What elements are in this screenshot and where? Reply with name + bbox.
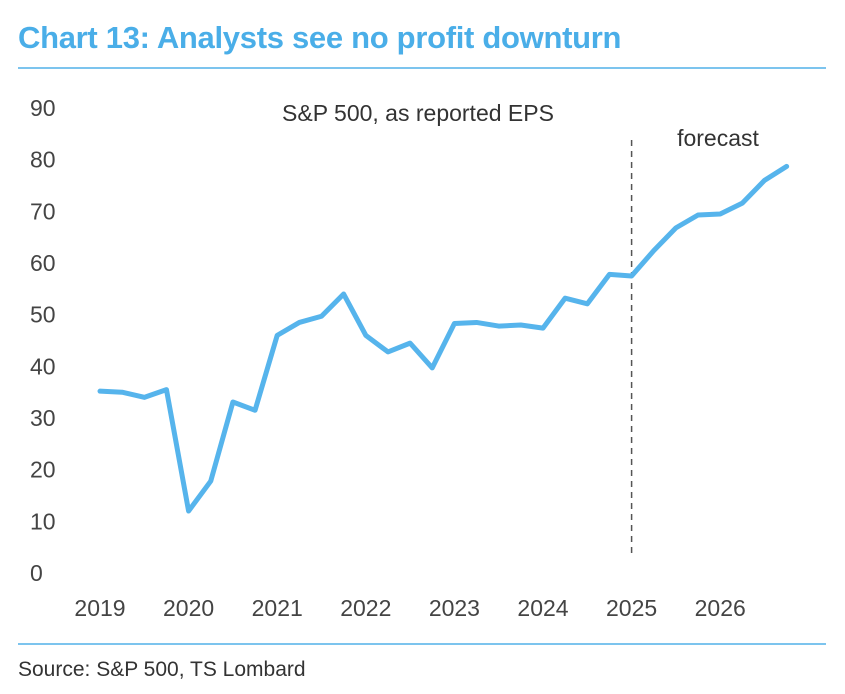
title-rule bbox=[18, 67, 826, 69]
y-tick-label: 80 bbox=[30, 147, 56, 173]
x-tick-label: 2026 bbox=[695, 595, 746, 621]
y-tick-label: 60 bbox=[30, 250, 56, 276]
chart-subtitle: S&P 500, as reported EPS bbox=[282, 100, 554, 126]
y-tick-label: 40 bbox=[30, 353, 56, 379]
y-tick-label: 30 bbox=[30, 405, 56, 431]
x-tick-label: 2020 bbox=[163, 595, 214, 621]
y-tick-label: 90 bbox=[30, 95, 56, 121]
x-tick-label: 2025 bbox=[606, 595, 657, 621]
y-tick-label: 70 bbox=[30, 198, 56, 224]
x-tick-label: 2021 bbox=[252, 595, 303, 621]
y-tick-label: 10 bbox=[30, 508, 56, 534]
y-tick-label: 20 bbox=[30, 457, 56, 483]
y-tick-label: 50 bbox=[30, 302, 56, 328]
forecast-label: forecast bbox=[677, 125, 759, 151]
x-tick-label: 2022 bbox=[340, 595, 391, 621]
x-tick-label: 2019 bbox=[74, 595, 125, 621]
x-tick-label: 2024 bbox=[517, 595, 568, 621]
chart-title: Chart 13: Analysts see no profit downtur… bbox=[18, 20, 622, 55]
x-tick-label: 2023 bbox=[429, 595, 480, 621]
eps-series-line bbox=[97, 163, 790, 514]
y-tick-label: 0 bbox=[30, 560, 43, 586]
source-note: Source: S&P 500, TS Lombard bbox=[18, 658, 306, 681]
footer-rule bbox=[18, 643, 826, 645]
